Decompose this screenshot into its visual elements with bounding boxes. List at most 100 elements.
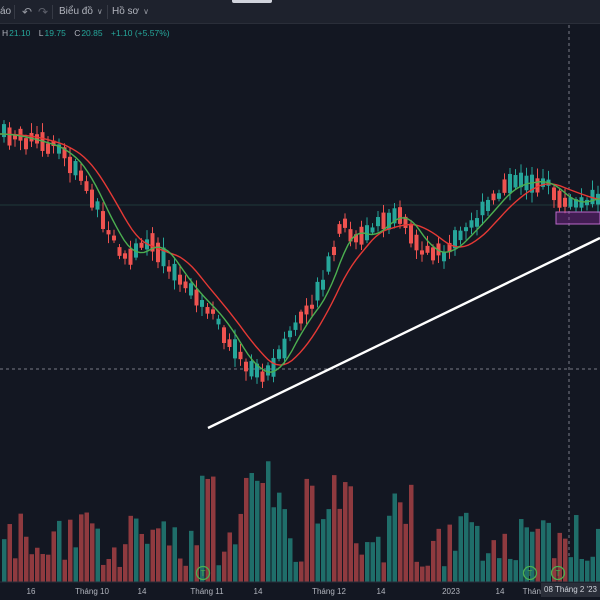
volume-bar: [101, 564, 106, 582]
candle-body: [464, 227, 468, 232]
candle-body: [51, 140, 56, 147]
candle-body: [579, 197, 584, 208]
undo-icon[interactable]: ↶: [22, 5, 33, 19]
candle-body: [326, 256, 331, 272]
svg-text:T: T: [556, 569, 561, 578]
candle-body: [354, 234, 358, 243]
svg-text:T: T: [528, 569, 533, 578]
volume-bar: [13, 558, 18, 582]
volume-bar: [513, 560, 518, 582]
toolbar-divider: [107, 5, 108, 19]
volume-bar: [546, 522, 551, 582]
volume-bar: [288, 538, 293, 582]
volume-bar: [222, 551, 227, 582]
volume-bar: [200, 475, 205, 582]
toolbar-partial-label[interactable]: áo: [0, 6, 12, 17]
volume-bar: [211, 476, 216, 582]
volume-bar: [585, 560, 590, 582]
symbol-field-edge[interactable]: [232, 0, 272, 3]
volume-bar: [508, 558, 513, 582]
volume-bar: [277, 492, 282, 582]
volume-bar: [464, 512, 469, 582]
top-toolbar: áo ↶ ↷ Biểu đồ ∨ Hồ sơ ∨: [0, 0, 600, 24]
candle-body: [167, 266, 171, 272]
volume-bar: [233, 544, 238, 582]
high-value: 21.10: [9, 28, 31, 38]
candle-body: [271, 357, 276, 377]
volume-bar: [46, 554, 51, 582]
volume-bar: [112, 547, 117, 582]
candle-body: [73, 161, 78, 176]
candle-body: [84, 181, 89, 191]
volume-bar: [18, 513, 23, 582]
x-tick-label: 16: [27, 587, 36, 596]
candle-body: [156, 242, 160, 263]
volume-bar: [557, 532, 562, 582]
candle-body: [194, 289, 199, 306]
x-tick-label: Tháng 12: [312, 587, 346, 596]
volume-bar: [145, 543, 150, 582]
candle-body: [442, 252, 446, 262]
volume-bar: [271, 507, 276, 582]
candle-body: [123, 253, 127, 259]
x-tick-label: 14: [138, 587, 147, 596]
candle-body: [106, 230, 111, 235]
candle-body: [458, 230, 463, 241]
candle-body: [46, 143, 50, 154]
event-marker[interactable]: T: [550, 565, 566, 581]
x-tick-label: Tháng 10: [75, 587, 109, 596]
volume-bars: [2, 461, 600, 582]
candle-body: [200, 300, 204, 307]
volume-bar: [332, 475, 337, 582]
volume-bar: [134, 518, 139, 582]
volume-bar: [491, 540, 496, 582]
candle-body: [244, 361, 248, 372]
volume-bar: [519, 519, 524, 582]
highlight-box[interactable]: [555, 211, 600, 225]
x-tick-label: 14: [254, 587, 263, 596]
candle-body: [233, 339, 237, 359]
candle-body: [502, 179, 507, 193]
event-marker[interactable]: T: [522, 565, 538, 581]
volume-bar: [409, 484, 414, 582]
candle-body: [299, 311, 303, 324]
volume-bar: [442, 566, 447, 582]
volume-bar: [35, 547, 40, 582]
volume-bar: [321, 519, 326, 582]
volume-bar: [156, 528, 161, 582]
volume-bar: [431, 540, 436, 582]
candle-body: [398, 207, 402, 224]
candle-body: [585, 199, 589, 206]
trend-line[interactable]: [207, 236, 600, 430]
redo-icon[interactable]: ↷: [38, 5, 49, 19]
volume-bar: [293, 561, 298, 582]
volume-bar: [376, 536, 381, 582]
volume-bar: [95, 528, 100, 582]
candle-body: [524, 175, 529, 191]
chart-menu-button[interactable]: Biểu đồ ∨: [59, 0, 103, 24]
volume-bar: [502, 533, 507, 582]
chart-menu-label: Biểu đồ: [59, 6, 93, 17]
candle-body: [161, 247, 166, 267]
candle-body: [513, 175, 518, 188]
volume-bar: [486, 553, 491, 582]
volume-bar: [40, 554, 45, 582]
candle-body: [486, 199, 490, 212]
volume-bar: [425, 565, 430, 582]
volume-bar: [244, 477, 249, 582]
candle-body: [475, 218, 479, 227]
x-tick-label: Tháng: [523, 587, 546, 596]
candle-body: [249, 361, 254, 377]
event-marker[interactable]: T: [195, 565, 211, 581]
volume-bar: [343, 482, 348, 582]
candle-body: [216, 318, 221, 325]
volume-bar: [541, 520, 546, 582]
candle-body: [238, 351, 243, 360]
volume-bar: [579, 558, 584, 582]
profile-menu-button[interactable]: Hồ sơ ∨: [112, 0, 149, 24]
candlesticks: [2, 120, 600, 388]
candle-body: [68, 156, 72, 174]
candle-body: [530, 174, 534, 193]
volume-bar: [128, 515, 133, 582]
